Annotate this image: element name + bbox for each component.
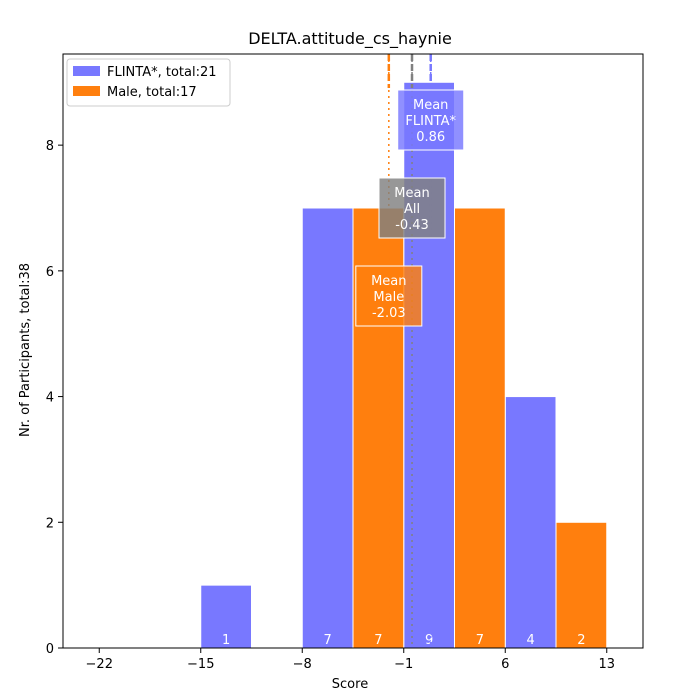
x-tick-label: −22 — [86, 657, 113, 672]
x-tick-label: −8 — [293, 657, 312, 672]
x-tick-label: −15 — [187, 657, 214, 672]
mean-label-text: Male — [373, 290, 404, 305]
bar-count-label: 7 — [374, 633, 382, 648]
mean-label-text: -2.03 — [372, 306, 406, 321]
bar-flinta — [301, 207, 354, 649]
bar-count-label: 1 — [222, 633, 230, 648]
bar-count-label: 9 — [425, 633, 433, 648]
axes-layer: −22 −15 −8 −1 6 13 0 2 4 6 8 — [46, 53, 644, 672]
y-tick-label: 4 — [46, 391, 54, 406]
legend-swatch — [73, 86, 100, 96]
bar-flinta — [403, 81, 455, 649]
bar-count-label: 7 — [476, 633, 484, 648]
bar-count-label: 2 — [577, 633, 585, 648]
mean-label-text: Mean — [394, 186, 429, 201]
bar-male — [555, 521, 608, 649]
mean-label-box — [378, 177, 446, 239]
bars-layer: 1 7 9 4 7 7 2 — [200, 81, 608, 649]
mean-label-text: 0.86 — [416, 130, 445, 145]
y-tick-label: 8 — [46, 139, 54, 154]
y-tick-label: 2 — [46, 516, 54, 531]
legend-label: Male, total:17 — [107, 85, 197, 100]
bar-count-label: 4 — [526, 633, 534, 648]
legend-swatch — [73, 66, 100, 76]
mean-label-text: FLINTA* — [405, 114, 456, 129]
x-tick-label: 13 — [598, 657, 615, 672]
chart-title: DELTA.attitude_cs_haynie — [248, 29, 452, 49]
mean-label-text: Mean — [371, 274, 406, 289]
mean-label-text: -0.43 — [395, 218, 429, 233]
mean-label-box — [355, 265, 423, 327]
legend-box — [66, 58, 231, 107]
mean-label-text: Mean — [413, 98, 448, 113]
legend-label: FLINTA*, total:21 — [107, 65, 217, 80]
bar-male — [454, 207, 506, 649]
bar-count-label: 7 — [323, 633, 331, 648]
y-axis-title: Nr. of Participants, total:38 — [18, 263, 33, 437]
plot-frame — [62, 53, 644, 649]
x-tick-label: 6 — [501, 657, 509, 672]
mean-label-box — [397, 89, 465, 151]
bar-flinta — [200, 584, 252, 649]
bar-flinta — [504, 396, 557, 649]
legend: FLINTA*, total:21 Male, total:17 — [66, 58, 231, 107]
x-tick-label: −1 — [394, 657, 413, 672]
y-tick-label: 0 — [46, 642, 54, 657]
mean-label-text: All — [404, 202, 420, 217]
x-axis-title: Score — [332, 677, 368, 692]
y-tick-label: 6 — [46, 265, 54, 280]
